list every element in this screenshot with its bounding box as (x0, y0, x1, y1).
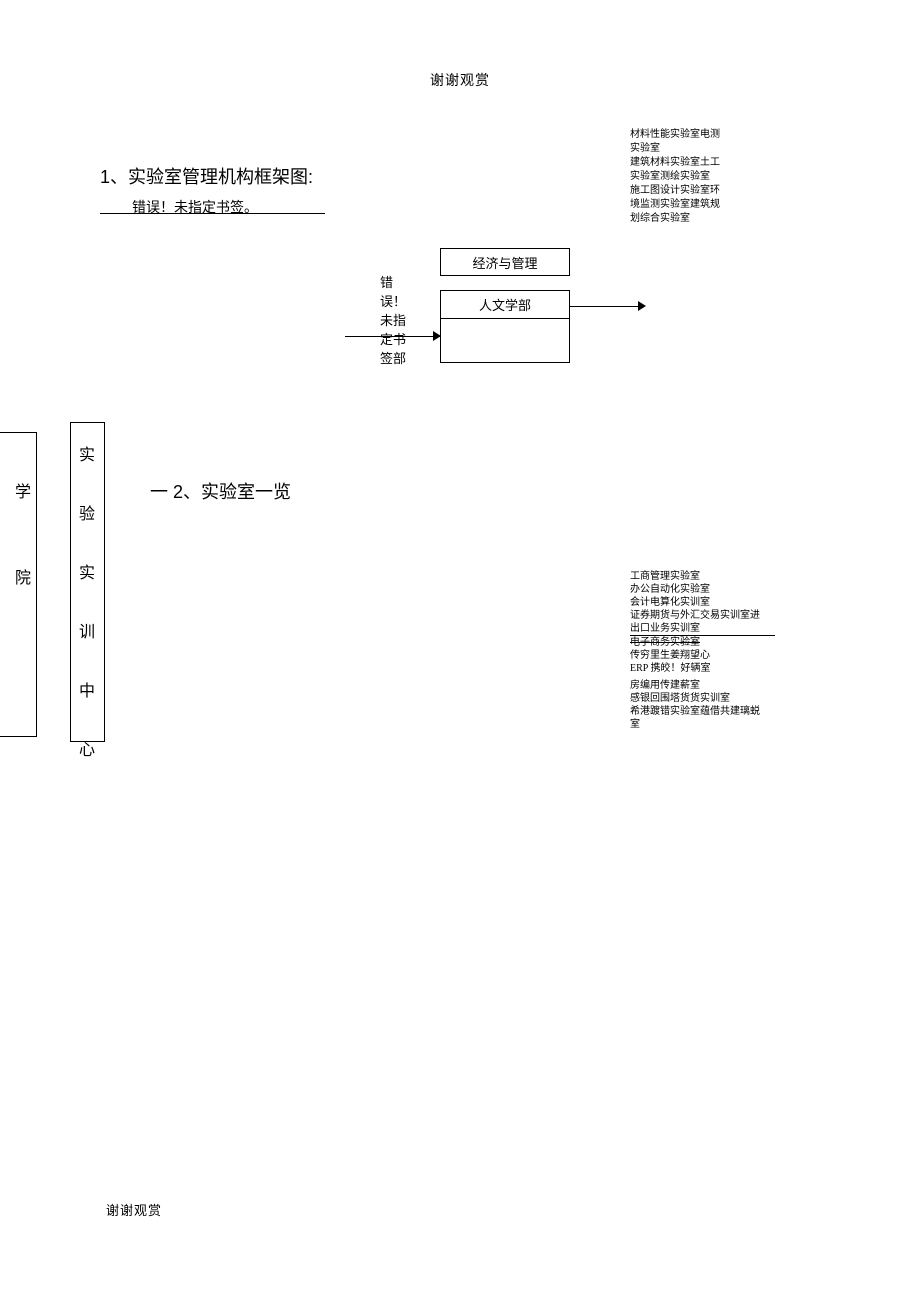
list2-line3: 会计电算化实训室 (630, 596, 775, 609)
list2-line7: 传穷里生姜翔望心 (630, 649, 775, 662)
list2-line8: ERP 携皎！好辆室 (630, 662, 775, 675)
diagram-box-2: 人文学部 (440, 290, 570, 318)
sidebar2-text: 实 验 实 训 中 心 (79, 441, 95, 760)
arrow-right-line (570, 306, 640, 307)
list1-line6: 境监测实验室建筑规 (630, 198, 765, 212)
list2-line5: 出口业务实训室 (630, 622, 775, 636)
right-list-2: 工商管理实验室 办公自动化实验室 会计电算化实训室 证券期货与外汇交易实训室进 … (630, 570, 775, 731)
section1-title: 1、实验室管理机构框架图: (100, 163, 313, 189)
footer-text: 谢谢观赏 (106, 1200, 162, 1219)
sidebar-box-2: 实 验 实 训 中 心 (70, 422, 105, 742)
section2-dash: 一 (150, 482, 168, 502)
list2-line11: 希港踱错实验室蕴借共建璃蜕 (630, 705, 775, 718)
section2-title-text: 2、实验室一览 (168, 482, 291, 502)
list1-line4: 实验室测绘实验室 (630, 170, 765, 184)
sidebar2-char1: 实 (79, 441, 95, 465)
arrow-left-line (345, 336, 440, 337)
list1-line3: 建筑材料实验室土工 (630, 156, 765, 170)
right-list-1: 材料性能实验室电测 实验室 建筑材料实验室土工 实验室测绘实验室 施工图设计实验… (630, 128, 765, 226)
sidebar1-char1: 学 (12, 483, 29, 569)
sidebar2-char5: 中 (79, 677, 95, 701)
sidebar1-text: 学院 (8, 483, 32, 655)
list2-line6: 电子商务实验室 (630, 636, 775, 649)
diagram-box-1: 经济与管理 (440, 248, 570, 276)
sidebar2-char4: 训 (79, 618, 95, 642)
sidebar2-char3: 实 (79, 559, 95, 583)
list1-line1: 材料性能实验室电测 (630, 128, 765, 142)
error-bookmark-1: 错误！未指定书签。 (132, 197, 258, 217)
sidebar1-char2: 院 (12, 569, 29, 655)
list2-line9: 房编用传建薪室 (630, 679, 775, 692)
sidebar-box-1: 学院 (0, 432, 37, 737)
list2-line4: 证券期货与外汇交易实训室进 (630, 609, 775, 622)
list2-line12: 室 (630, 718, 775, 731)
list1-line7: 划综合实验室 (630, 212, 765, 226)
list1-line2: 实验室 (630, 142, 765, 156)
diagram-box-3 (440, 318, 570, 363)
error-underline-1 (100, 213, 325, 214)
list2-line2: 办公自动化实验室 (630, 583, 775, 596)
sidebar2-char2: 验 (79, 500, 95, 524)
section2-title: 一 2、实验室一览 (150, 478, 291, 504)
sidebar2-char6: 心 (79, 736, 95, 760)
list1-line5: 施工图设计实验室环 (630, 184, 765, 198)
arrow-right-head-icon (638, 301, 646, 311)
arrow-left-head-icon (433, 331, 441, 341)
header-text: 谢谢观赏 (430, 70, 490, 90)
list2-line10: 感银回围塔货货实训室 (630, 692, 775, 705)
diagram-error-text: 错误！未指定书签部 (380, 272, 406, 367)
list2-line1: 工商管理实验室 (630, 570, 775, 583)
